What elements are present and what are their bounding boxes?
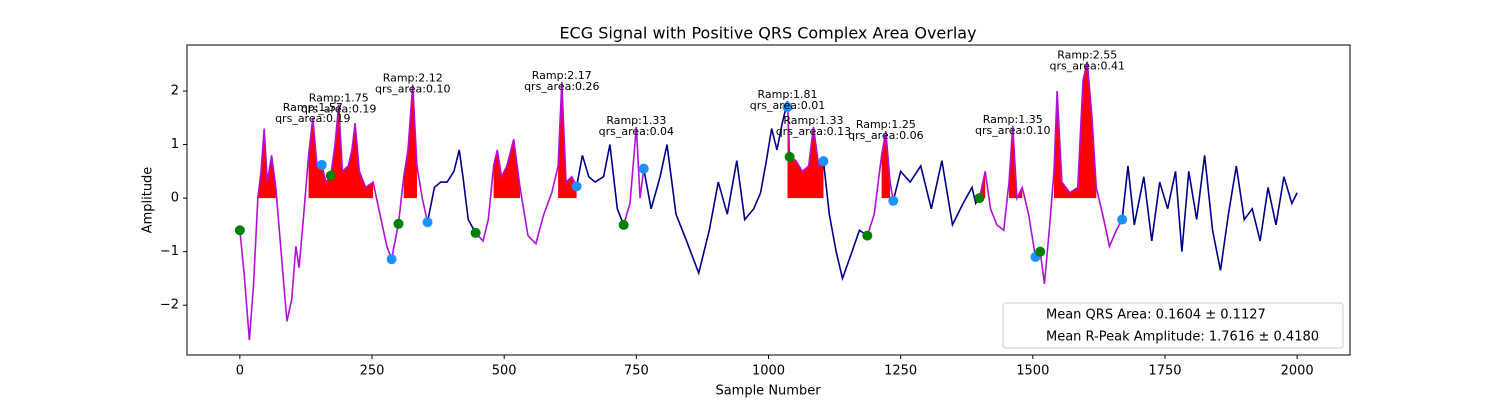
peak-point xyxy=(422,217,433,228)
x-axis-label: Sample Number xyxy=(715,384,821,399)
x-tick-label: 2000 xyxy=(1281,364,1314,379)
annotation-text: Ramp:1.33 xyxy=(606,114,666,127)
annotation-text: Ramp:1.81 xyxy=(758,88,818,101)
annotation-text: qrs_area:0.41 xyxy=(1050,60,1125,73)
x-tick-label: 1250 xyxy=(884,364,917,379)
annotation-text: qrs_area:0.04 xyxy=(599,125,674,138)
peak-point xyxy=(316,159,327,170)
peak-point xyxy=(638,163,649,174)
y-tick-label: −2 xyxy=(160,298,179,313)
x-tick-label: 1750 xyxy=(1148,364,1181,379)
annotation-text: qrs_area:0.06 xyxy=(848,129,923,142)
annotation-text: Ramp:1.57 xyxy=(283,101,343,114)
peak-point xyxy=(784,151,795,162)
peak-point xyxy=(888,195,899,206)
plot-frame xyxy=(186,44,1351,356)
x-tick-label: 0 xyxy=(236,364,244,379)
annotation-text: qrs_area:0.10 xyxy=(375,83,450,96)
qrs-area xyxy=(257,61,1097,199)
y-tick-label: 2 xyxy=(171,84,179,99)
peak-point xyxy=(470,227,481,238)
annotation-text: Ramp:1.33 xyxy=(783,114,843,127)
peak-point xyxy=(818,156,829,167)
x-tick-label: 500 xyxy=(492,364,517,379)
annotation-text: qrs_area:0.10 xyxy=(975,124,1050,137)
peak-point xyxy=(782,102,793,113)
x-tick-label: 750 xyxy=(624,364,649,379)
y-axis-label: Amplitude xyxy=(141,167,156,234)
peak-point xyxy=(393,218,404,229)
annotation-text: Ramp:2.12 xyxy=(383,72,443,85)
x-tick-label: 1000 xyxy=(752,364,785,379)
annotation-text: qrs_area:0.19 xyxy=(301,102,376,115)
peak-point xyxy=(386,254,397,265)
peak-point xyxy=(618,219,629,230)
peak-point xyxy=(1035,246,1046,257)
y-tick-label: 1 xyxy=(171,137,179,152)
peak-point xyxy=(862,230,873,241)
peak-point xyxy=(325,170,336,181)
x-tick-label: 250 xyxy=(360,364,385,379)
annotation-text: qrs_area:0.26 xyxy=(524,80,599,93)
signal-line xyxy=(426,101,1298,282)
annotation-text: qrs_area:0.01 xyxy=(750,99,825,112)
annotation-text: qrs_area:0.13 xyxy=(776,125,851,138)
legend-entry: Mean QRS Area: 0.1604 ± 0.1127 xyxy=(1046,308,1266,323)
annotation-text: Ramp:1.35 xyxy=(983,113,1043,126)
annotation-text: qrs_area:0.19 xyxy=(275,112,350,125)
annotation-text: Ramp:2.17 xyxy=(532,69,592,82)
peak-point xyxy=(234,225,245,236)
signal-line xyxy=(239,61,1123,341)
chart-title: ECG Signal with Positive QRS Complex Are… xyxy=(559,24,976,43)
annotation-text: Ramp:2.55 xyxy=(1057,49,1117,62)
legend-entry: Mean R-Peak Amplitude: 1.7616 ± 0.4180 xyxy=(1046,330,1319,345)
y-tick-label: 0 xyxy=(171,191,179,206)
legend: Mean QRS Area: 0.1604 ± 0.1127 Mean R-Pea… xyxy=(1002,302,1344,349)
peak-point xyxy=(1117,214,1128,225)
peak-point xyxy=(974,193,985,204)
annotation-text: Ramp:1.75 xyxy=(309,91,369,104)
x-tick-label: 1500 xyxy=(1016,364,1049,379)
y-tick-label: −1 xyxy=(160,244,179,259)
peak-point xyxy=(571,181,582,192)
annotation-text: Ramp:1.25 xyxy=(856,118,916,131)
legend-box xyxy=(1002,302,1344,349)
